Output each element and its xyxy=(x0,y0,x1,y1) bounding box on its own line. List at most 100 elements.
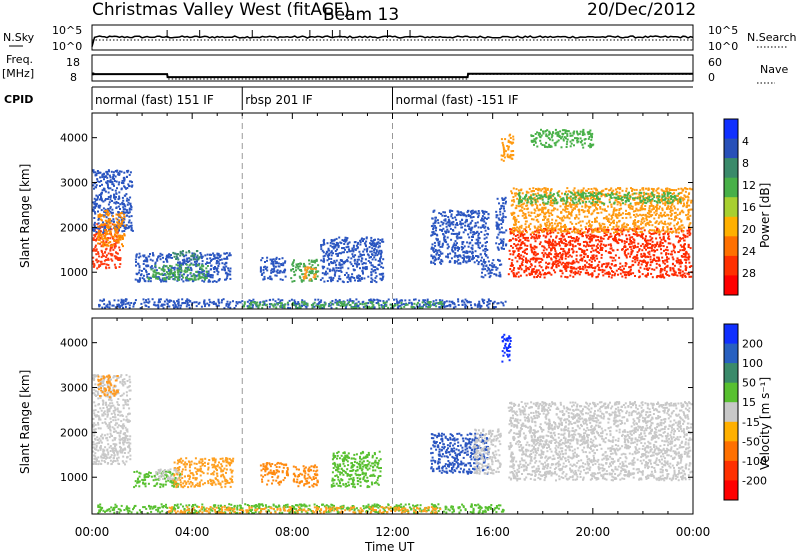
range-cell xyxy=(505,229,507,231)
range-cell xyxy=(664,221,666,223)
range-cell xyxy=(571,248,573,250)
range-cell xyxy=(228,270,230,272)
range-cell xyxy=(113,178,115,180)
range-cell xyxy=(645,193,647,195)
range-cell xyxy=(535,252,537,254)
range-cell xyxy=(128,221,130,223)
range-cell xyxy=(103,242,105,244)
range-cell xyxy=(680,244,682,246)
nsky-trace xyxy=(92,30,693,47)
range-cell xyxy=(176,254,178,256)
range-cell xyxy=(337,255,339,257)
range-cell xyxy=(503,239,505,241)
range-cell xyxy=(642,217,644,219)
range-cell xyxy=(338,275,340,277)
range-cell xyxy=(440,213,442,215)
range-cell xyxy=(552,261,554,263)
range-cell xyxy=(139,269,141,271)
range-cell xyxy=(679,249,681,251)
range-cell xyxy=(680,275,682,277)
range-cell xyxy=(515,235,517,237)
range-cell xyxy=(611,204,613,206)
range-cell xyxy=(514,219,516,221)
nsearch-label: N.Search xyxy=(747,31,797,44)
range-cell xyxy=(454,249,456,251)
range-cell xyxy=(340,252,342,254)
range-cell xyxy=(266,266,268,268)
range-cell xyxy=(151,268,153,270)
range-cell xyxy=(374,254,376,256)
range-cell xyxy=(645,188,647,190)
range-cell xyxy=(498,234,500,236)
range-cell xyxy=(117,225,119,227)
range-cell xyxy=(308,259,310,261)
range-cell xyxy=(641,188,643,190)
power-data-marks xyxy=(92,113,693,309)
range-cell xyxy=(486,270,488,272)
range-cell xyxy=(502,213,504,215)
range-cell xyxy=(576,255,578,257)
range-cell xyxy=(608,276,610,278)
range-cell xyxy=(122,237,124,239)
range-cell xyxy=(588,192,590,194)
range-cell xyxy=(548,209,550,211)
range-cell xyxy=(335,250,337,252)
range-cell xyxy=(553,209,555,211)
range-cell xyxy=(623,246,625,248)
range-cell xyxy=(478,210,480,212)
range-cell xyxy=(578,270,580,272)
range-cell xyxy=(378,260,380,262)
range-cell xyxy=(430,262,432,264)
range-cell xyxy=(649,243,651,245)
range-cell xyxy=(491,262,493,264)
range-cell xyxy=(639,248,641,250)
range-cell xyxy=(615,189,617,191)
range-cell xyxy=(188,250,190,252)
range-cell xyxy=(447,221,449,223)
range-cell xyxy=(447,237,449,239)
range-cell xyxy=(589,238,591,240)
range-cell xyxy=(502,219,504,221)
range-cell xyxy=(449,253,451,255)
range-cell xyxy=(518,221,520,223)
range-cell xyxy=(633,239,635,241)
range-cell xyxy=(646,215,648,217)
range-cell xyxy=(641,214,643,216)
range-cell xyxy=(583,252,585,254)
range-cell xyxy=(110,235,112,237)
range-cell xyxy=(565,191,567,193)
range-cell xyxy=(270,263,272,265)
range-cell xyxy=(635,246,637,248)
range-cell xyxy=(637,221,639,223)
range-cell xyxy=(669,188,671,190)
range-cell xyxy=(485,222,487,224)
range-cell xyxy=(620,273,622,275)
range-cell xyxy=(475,225,477,227)
range-cell xyxy=(123,214,125,216)
range-cell xyxy=(204,279,206,281)
range-cell xyxy=(612,271,614,273)
range-cell xyxy=(469,251,471,253)
range-cell xyxy=(543,256,545,258)
range-cell xyxy=(370,256,372,258)
range-cell xyxy=(508,273,510,275)
range-cell xyxy=(619,235,621,237)
range-cell xyxy=(196,250,198,252)
range-cell xyxy=(353,245,355,247)
range-cell xyxy=(565,240,567,242)
range-cell xyxy=(210,274,212,276)
range-cell xyxy=(379,245,381,247)
range-cell xyxy=(161,268,163,270)
range-cell xyxy=(533,253,535,255)
range-cell xyxy=(616,230,618,232)
range-cell xyxy=(226,275,228,277)
range-cell xyxy=(662,233,664,235)
range-cell xyxy=(124,216,126,218)
range-cell xyxy=(586,244,588,246)
range-cell xyxy=(581,249,583,251)
range-cell xyxy=(334,275,336,277)
range-cell xyxy=(181,278,183,280)
range-cell xyxy=(107,233,109,235)
range-cell xyxy=(551,222,553,224)
range-cell xyxy=(150,259,152,261)
